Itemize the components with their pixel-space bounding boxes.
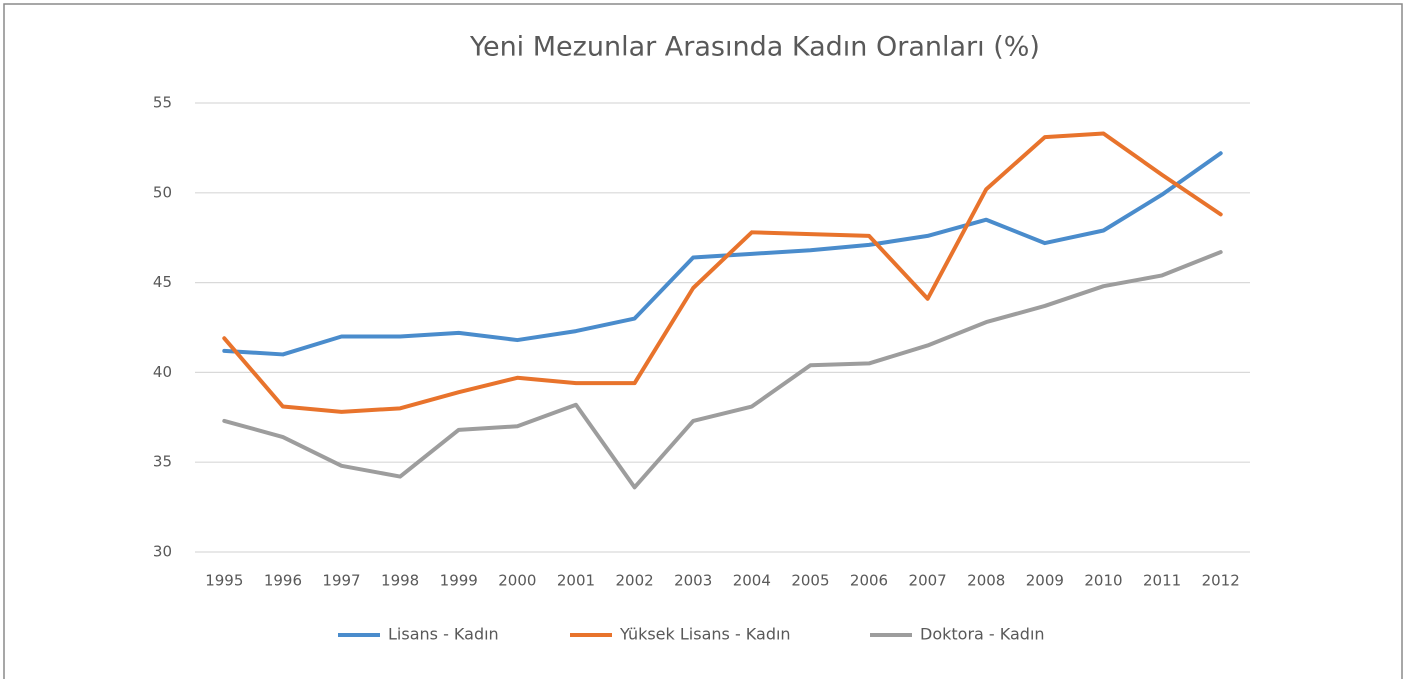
x-tick-label: 1996 bbox=[264, 572, 302, 590]
x-tick-label: 2009 bbox=[1026, 572, 1064, 590]
x-tick-label: 2007 bbox=[909, 572, 947, 590]
x-tick-label: 2004 bbox=[733, 572, 771, 590]
x-tick-label: 2008 bbox=[967, 572, 1005, 590]
y-tick-label: 35 bbox=[153, 453, 172, 471]
x-tick-label: 2011 bbox=[1143, 572, 1181, 590]
data-line bbox=[222, 250, 1223, 490]
x-tick-label: 2001 bbox=[557, 572, 595, 590]
legend-label: Lisans - Kadın bbox=[388, 625, 499, 644]
frame bbox=[3, 3, 1403, 679]
x-tick-label: 2005 bbox=[791, 572, 829, 590]
x-tick-label: 1995 bbox=[205, 572, 243, 590]
x-tick-label: 2000 bbox=[498, 572, 536, 590]
y-tick-label: 40 bbox=[153, 363, 172, 381]
data-line bbox=[222, 151, 1223, 357]
y-tick-label: 50 bbox=[153, 183, 172, 201]
chart-title: Yeni Mezunlar Arasında Kadın Oranları (%… bbox=[469, 32, 1040, 63]
y-tick-label: 45 bbox=[153, 273, 172, 291]
y-tick-label: 55 bbox=[153, 94, 172, 112]
data-line bbox=[222, 131, 1223, 414]
y-tick-label: 30 bbox=[153, 543, 172, 561]
legend-label: Yüksek Lisans - Kadın bbox=[619, 625, 791, 644]
x-tick-label: 1998 bbox=[381, 572, 419, 590]
legend-label: Doktora - Kadın bbox=[920, 625, 1045, 644]
x-tick-label: 2010 bbox=[1084, 572, 1122, 590]
x-tick-label: 2012 bbox=[1202, 572, 1240, 590]
x-tick-label: 1997 bbox=[322, 572, 360, 590]
x-tick-label: 2006 bbox=[850, 572, 888, 590]
x-tick-label: 2003 bbox=[674, 572, 712, 590]
x-tick-label: 1999 bbox=[440, 572, 478, 590]
x-tick-label: 2002 bbox=[615, 572, 653, 590]
